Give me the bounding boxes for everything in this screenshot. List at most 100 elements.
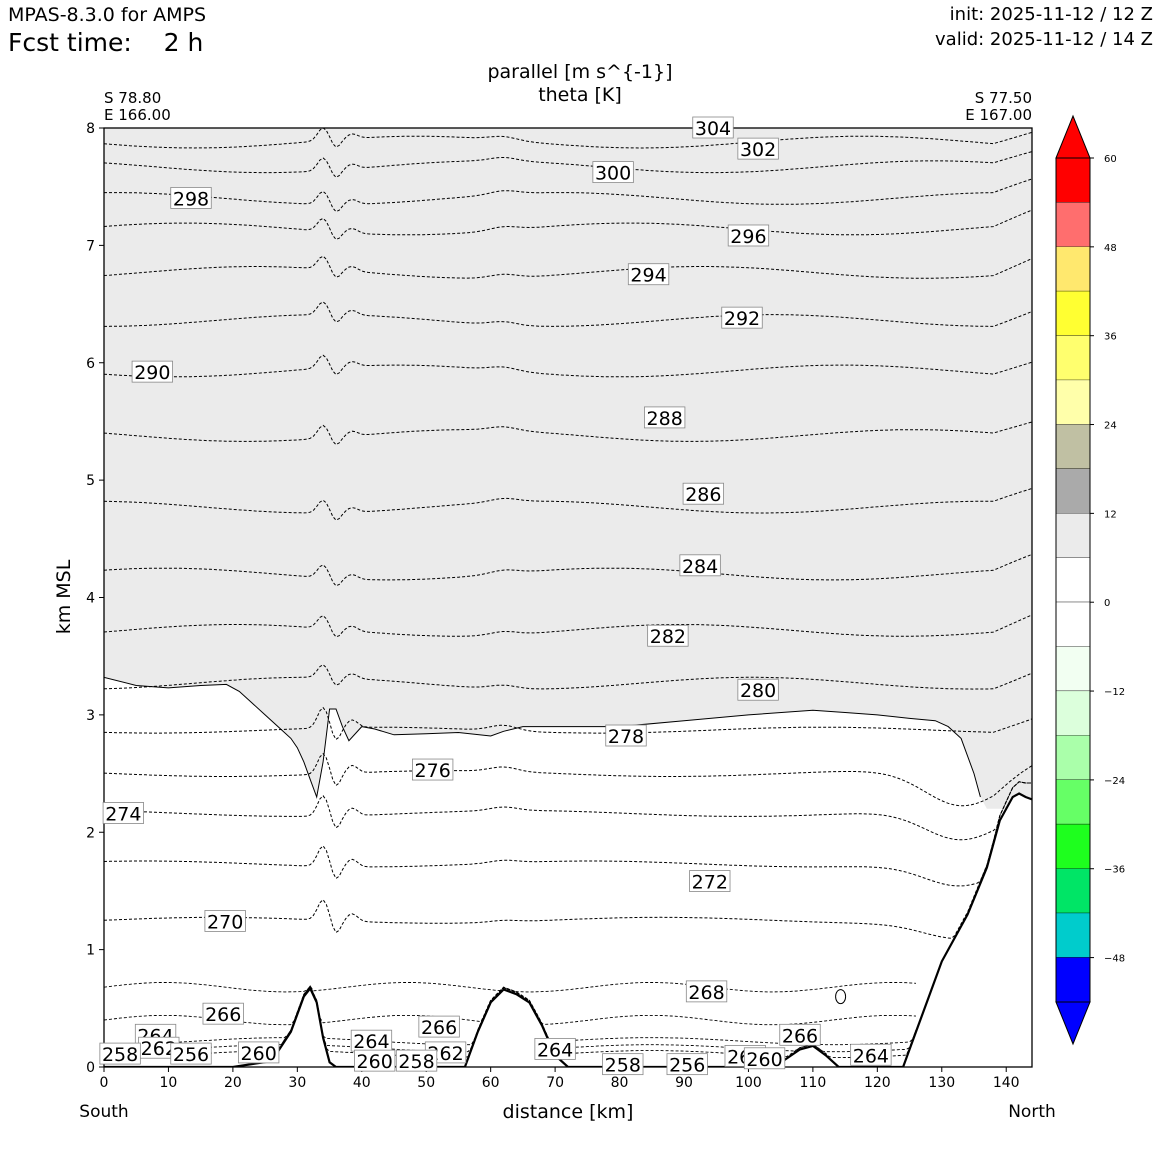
- init-time: init: 2025-11-12 / 12 Z: [949, 4, 1153, 25]
- x-tick-label: 30: [288, 1075, 306, 1091]
- colorbar-tick-label: −48: [1104, 954, 1125, 965]
- right-end-lon: E 167.00: [965, 106, 1032, 124]
- south-label: South: [79, 1102, 128, 1122]
- contour-label: 298: [173, 188, 209, 210]
- theta-contour-290: [104, 354, 1032, 378]
- theta-contour-296: [104, 209, 1032, 240]
- contour-label: 272: [692, 872, 728, 894]
- theta-contour-288: [104, 421, 1032, 446]
- colorbar-tick-label: 24: [1104, 421, 1117, 432]
- contour-label-box: [238, 1041, 280, 1064]
- forecast-time-label: Fcst time:: [8, 28, 132, 57]
- theta-contour-276: [104, 752, 1032, 807]
- colorbar-bin: [1056, 957, 1090, 1002]
- x-tick-label: 100: [735, 1075, 762, 1091]
- plot-area: [104, 128, 1032, 1067]
- colorbar-bin: [1056, 779, 1090, 825]
- north-label: North: [1008, 1102, 1056, 1122]
- theta-contour-292: [104, 301, 1032, 327]
- colorbar-bin: [1056, 735, 1090, 780]
- x-tick-label: 50: [417, 1075, 435, 1091]
- contour-label: 256: [173, 1044, 209, 1066]
- y-tick-label: 4: [86, 591, 95, 607]
- colorbar-frame: [1055, 157, 1091, 1003]
- contour-label-box: [131, 360, 173, 383]
- left-end-lon: E 166.00: [104, 106, 171, 124]
- contour-label-box: [743, 1047, 786, 1070]
- contour-label: 266: [782, 1025, 818, 1047]
- contour-label: 270: [207, 911, 243, 933]
- colorbar-bin: [1056, 380, 1090, 425]
- wind-contour-line: [835, 989, 847, 1005]
- x-tick-label: 140: [993, 1075, 1020, 1091]
- theta-contour-280: [104, 664, 1032, 690]
- forecast-time-value: 2 h: [163, 28, 204, 57]
- terrain-fill: [104, 793, 1032, 1067]
- contour-label: 284: [682, 556, 718, 578]
- contour-label: 296: [730, 226, 766, 248]
- y-tick-label: 1: [86, 943, 95, 959]
- x-tick-label: 130: [928, 1075, 955, 1091]
- contour-label: 278: [608, 726, 644, 748]
- colorbar-tick-label: 0: [1104, 598, 1110, 609]
- contour-label-box: [204, 910, 246, 932]
- contour-label-box: [737, 678, 779, 701]
- contour-label-box: [692, 116, 734, 139]
- contour-label: 294: [630, 265, 666, 287]
- x-tick-label: 0: [100, 1075, 109, 1091]
- colorbar-tick-label: 60: [1104, 154, 1117, 165]
- x-axis-label: distance [km]: [503, 1101, 634, 1123]
- theta-contour-286: [104, 487, 1032, 521]
- contour-label: 262: [141, 1038, 177, 1060]
- colorbar-tick-label: −12: [1104, 687, 1125, 698]
- contour-label-box: [779, 1023, 821, 1046]
- colorbar-bin: [1056, 913, 1090, 958]
- colorbar-bin: [1056, 646, 1090, 692]
- theta-contour-302: [104, 128, 1032, 149]
- colorbar-bin: [1056, 868, 1090, 914]
- theta-contour-282: [104, 614, 1032, 638]
- contour-label-box: [682, 482, 724, 505]
- valid-time: valid: 2025-11-12 / 14 Z: [935, 29, 1153, 50]
- model-title: MPAS-8.3.0 for AMPS: [8, 4, 207, 26]
- axes: 0 10 20 30 40 50 60 70 80 90 100 110 120 130 140 0 1 2 3 4 5…: [86, 121, 1033, 1091]
- colorbar: 60 48 36 24 12 0 −12 −24 −36 −48: [1055, 114, 1125, 1046]
- x-tick-label: 10: [160, 1075, 178, 1091]
- y-axis-label: km MSL: [53, 559, 75, 634]
- y-tick-label: 8: [86, 121, 95, 137]
- theta-contour-268: [104, 982, 917, 993]
- contour-label-box: [605, 724, 647, 747]
- theta-contour-300: [104, 151, 1032, 178]
- x-tick-label: 60: [482, 1075, 500, 1091]
- contour-label: 258: [605, 1055, 641, 1077]
- contour-label-box: [99, 1042, 141, 1065]
- colorbar-bin: [1056, 602, 1090, 647]
- contour-label-box: [202, 1002, 244, 1025]
- colorbar-tick-label: −24: [1104, 776, 1125, 787]
- y-tick-label: 3: [86, 708, 95, 724]
- contour-label-box: [534, 1037, 576, 1060]
- contour-label-box: [170, 1042, 212, 1065]
- contour-label-box: [627, 263, 670, 286]
- contour-labels: 304 302 300 298 296 294 292 290 288 286 284 282 280 2…: [99, 116, 892, 1077]
- contour-label-box: [644, 406, 686, 429]
- contour-label: 282: [650, 626, 686, 648]
- forecast-time: Fcst time: 2 h: [8, 28, 203, 57]
- contour-label-box: [354, 1049, 396, 1072]
- right-end-lat: S 77.50: [975, 89, 1032, 107]
- theta-contour-284: [104, 553, 1032, 587]
- contour-label-box: [170, 187, 212, 209]
- chart-subtitle: theta [K]: [538, 84, 622, 106]
- contour-label: 266: [205, 1004, 241, 1026]
- contour-label-box: [721, 306, 763, 329]
- contour-label: 258: [102, 1044, 138, 1066]
- colorbar-bin: [1056, 335, 1090, 381]
- contour-label: 286: [685, 484, 721, 506]
- contour-label: 292: [724, 308, 760, 330]
- contour-label: 304: [695, 118, 731, 140]
- colorbar-bin: [1056, 202, 1090, 247]
- contour-label-box: [592, 161, 634, 184]
- contour-label-box: [102, 802, 144, 824]
- contour-label-box: [850, 1043, 892, 1066]
